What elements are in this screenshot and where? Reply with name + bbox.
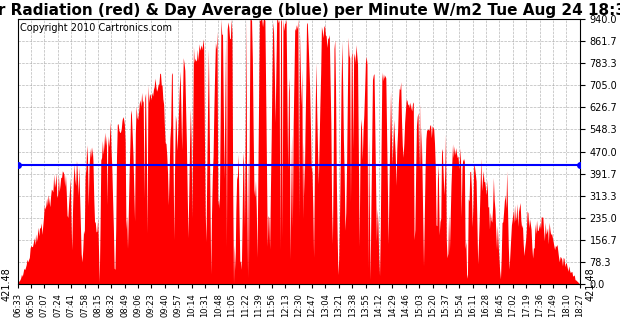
Title: Solar Radiation (red) & Day Average (blue) per Minute W/m2 Tue Aug 24 18:30: Solar Radiation (red) & Day Average (blu… [0, 3, 620, 18]
Text: 421.48: 421.48 [585, 267, 595, 301]
Text: 421.48: 421.48 [2, 267, 12, 301]
Text: Copyright 2010 Cartronics.com: Copyright 2010 Cartronics.com [20, 23, 172, 33]
